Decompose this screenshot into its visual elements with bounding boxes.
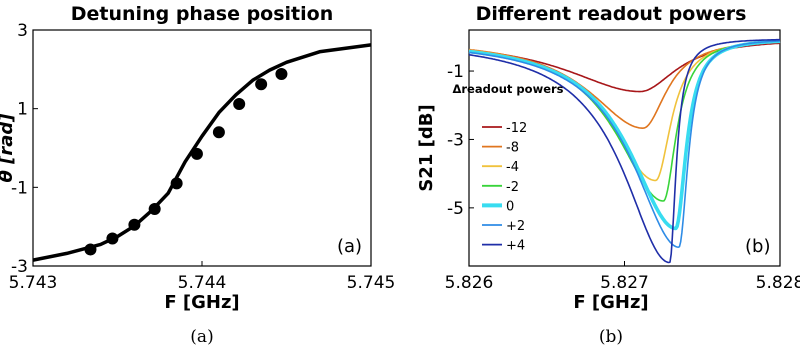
chart-a-point [275,68,287,80]
chart-a-point [171,177,183,189]
chart-a-ytick-label: 3 [17,21,28,41]
chart-a-point [106,232,118,244]
chart-a-caption: (a) [190,327,213,347]
chart-b-title: Different readout powers [476,3,747,25]
chart-a-plot-frame [33,30,371,266]
chart-a-title: Detuning phase position [71,3,333,25]
chart-a-point [255,78,267,90]
chart-b-ytick-label: -5 [447,199,464,219]
chart-a-point [191,148,203,160]
chart-b-legend-label: +4 [506,239,525,254]
chart-b-xtick-label: 5.826 [445,273,494,293]
chart-b-xlabel: F [GHz] [573,292,648,313]
chart-b-legend-label: -4 [506,160,519,175]
chart-a-marks [33,45,371,260]
chart-a-panel-label: (a) [337,236,362,257]
chart-b-legend-label: -12 [506,121,527,136]
chart-b-legend-label: -2 [506,180,519,195]
chart-b-legend-label: 0 [506,199,514,214]
chart-a-point [84,243,96,255]
chart-a-ytick-label: -3 [11,257,28,277]
chart-b-ytick-label: -1 [447,62,464,82]
chart-b-xtick-label: 5.828 [756,273,800,293]
chart-b-ylabel: S21 [dB] [416,104,437,191]
chart-a: Detuning phase position 5.743 5.744 5.745-… [0,3,395,347]
chart-b-caption: (b) [599,327,623,347]
chart-a-point [233,98,245,110]
chart-a-ylabel: θ [rad] [0,113,17,183]
chart-b-xtick-label: 5.827 [600,273,649,293]
chart-b-ticks: 5.826 5.827 5.828 -1 -3 -5 [445,62,800,293]
chart-a-xlabel: F [GHz] [164,292,239,313]
chart-b-legend-label: -8 [506,141,519,156]
chart-a-point [128,219,140,231]
chart-b-ytick-label: -3 [447,130,464,150]
chart-a-point [149,203,161,215]
chart-a-point [213,126,225,138]
chart-a-ytick-label: 1 [17,100,28,120]
chart-b: Different readout powers 5.826 5.827 5.828… [416,3,800,347]
chart-a-xtick-label: 5.744 [178,273,227,293]
chart-b-legend-title: Δreadout powers [452,82,563,96]
chart-b-panel-label: (b) [745,236,770,257]
chart-b-legend-label: +2 [506,219,525,234]
chart-a-xtick-label: 5.745 [347,273,396,293]
